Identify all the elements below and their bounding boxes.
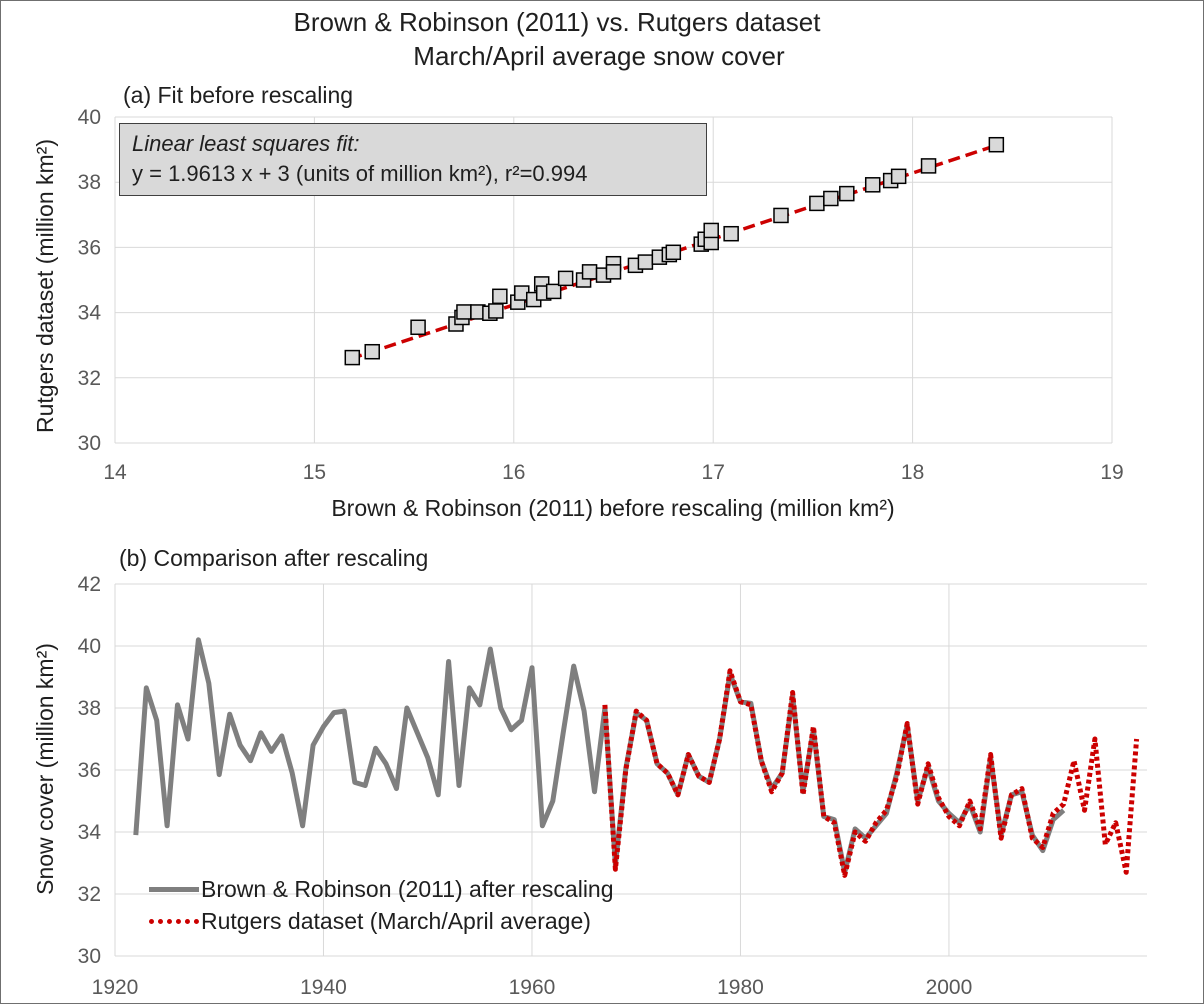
panel-b-x-ticks: 1920 1940 1960 1980 2000: [92, 976, 973, 999]
legend-label-brown: Brown & Robinson (2011) after rescaling: [201, 875, 614, 902]
panel-a-x-ticks: 14 15 16 17 18 19: [103, 461, 1123, 484]
panel-a-y-tick-label: 38: [78, 171, 101, 194]
series-brown-robinson-line: [133, 637, 1066, 875]
scatter-point: [410, 319, 426, 336]
panel-b-x-tick-label: 1920: [92, 976, 139, 999]
scatter-point: [581, 264, 598, 280]
scatter-point: [988, 136, 1005, 153]
scatter-point: [364, 343, 380, 360]
panel-a-y-tick-label: 34: [78, 302, 102, 325]
panel-b-y-tick-label: 34: [78, 821, 102, 844]
scatter-point: [557, 270, 574, 287]
panel-a-x-tick-label: 16: [502, 461, 525, 484]
panel-b-y-ticks: 30 32 34 36 38 40 42: [78, 573, 102, 968]
fit-annotation-line1: Linear least squares fit:: [132, 131, 360, 156]
chart-title-line2: March/April average snow cover: [413, 41, 785, 71]
panel-b-label: (b) Comparison after rescaling: [119, 545, 428, 571]
legend-swatch-rutgers: [149, 918, 199, 924]
scatter-point: [890, 168, 907, 185]
panel-a: (a) Fit before rescaling 14 15 16 17 18 19 30…: [32, 82, 1124, 521]
scatter-point: [545, 283, 562, 300]
scatter-point: [773, 207, 789, 224]
panel-b-y-axis-title: Snow cover (million km²): [32, 643, 58, 895]
panel-a-y-axis-title: Rutgers dataset (million km²): [32, 139, 58, 433]
scatter-point: [703, 222, 719, 239]
scatter-point: [344, 349, 361, 366]
scatter-point: [823, 190, 839, 207]
panel-b-x-tick-label: 1980: [717, 976, 764, 999]
legend-item-brown: Brown & Robinson (2011) after rescaling: [149, 873, 614, 905]
panel-b-grid: [114, 583, 1147, 957]
panel-a-label: (a) Fit before rescaling: [123, 82, 353, 108]
scatter-point: [809, 195, 825, 212]
panel-b-y-tick-label: 40: [78, 635, 101, 658]
panel-a-x-tick-label: 15: [303, 461, 326, 484]
legend: Brown & Robinson (2011) after rescaling …: [149, 873, 614, 937]
panel-a-x-tick-label: 19: [1100, 461, 1123, 484]
chart-title-line1: Brown & Robinson (2011) vs. Rutgers data…: [293, 7, 821, 37]
panel-b-y-tick-label: 38: [78, 697, 101, 720]
panel-a-y-tick-label: 30: [78, 432, 101, 455]
scatter-point: [605, 264, 622, 280]
panel-a-y-tick-label: 36: [78, 236, 101, 259]
panel-b-x-tick-label: 2000: [926, 976, 973, 999]
panel-a-y-tick-label: 40: [78, 106, 101, 129]
series-rutgers-line: [602, 668, 1140, 878]
panel-b: (b) Comparison after rescaling 1920 1940 1…: [32, 545, 1147, 999]
panel-b-series: [133, 637, 1140, 878]
panel-b-y-tick-label: 36: [78, 759, 101, 782]
panel-a-x-axis-title: Brown & Robinson (2011) before rescaling…: [331, 495, 894, 521]
scatter-point: [492, 288, 508, 305]
scatter-point: [456, 304, 472, 320]
legend-label-rutgers: Rutgers dataset (March/April average): [201, 907, 591, 934]
scatter-point: [920, 158, 937, 174]
legend-swatch-brown: [149, 886, 199, 892]
panel-b-y-tick-label: 30: [78, 945, 101, 968]
legend-item-rutgers: Rutgers dataset (March/April average): [149, 905, 614, 937]
scatter-point: [637, 254, 654, 270]
panel-a-y-ticks: 30 32 34 36 38 40: [78, 106, 102, 455]
panel-b-y-tick-label: 42: [78, 573, 101, 596]
panel-a-y-tick-label: 32: [78, 367, 101, 390]
scatter-point: [488, 303, 504, 319]
scatter-point: [839, 185, 855, 202]
panel-a-x-tick-label: 14: [103, 461, 127, 484]
panel-a-x-tick-label: 17: [702, 461, 725, 484]
panel-b-x-tick-label: 1940: [300, 976, 347, 999]
fit-annotation-box: Linear least squares fit: y = 1.9613 x +…: [119, 123, 707, 196]
scatter-point: [864, 177, 881, 193]
scatter-point: [665, 244, 682, 261]
panel-a-points: [344, 136, 1005, 366]
panel-a-x-tick-label: 18: [901, 461, 924, 484]
scatter-point: [723, 225, 739, 242]
panel-b-y-tick-label: 32: [78, 883, 101, 906]
fit-annotation-line2: y = 1.9613 x + 3 (units of million km²),…: [132, 161, 588, 186]
panel-b-x-tick-label: 1960: [509, 976, 556, 999]
